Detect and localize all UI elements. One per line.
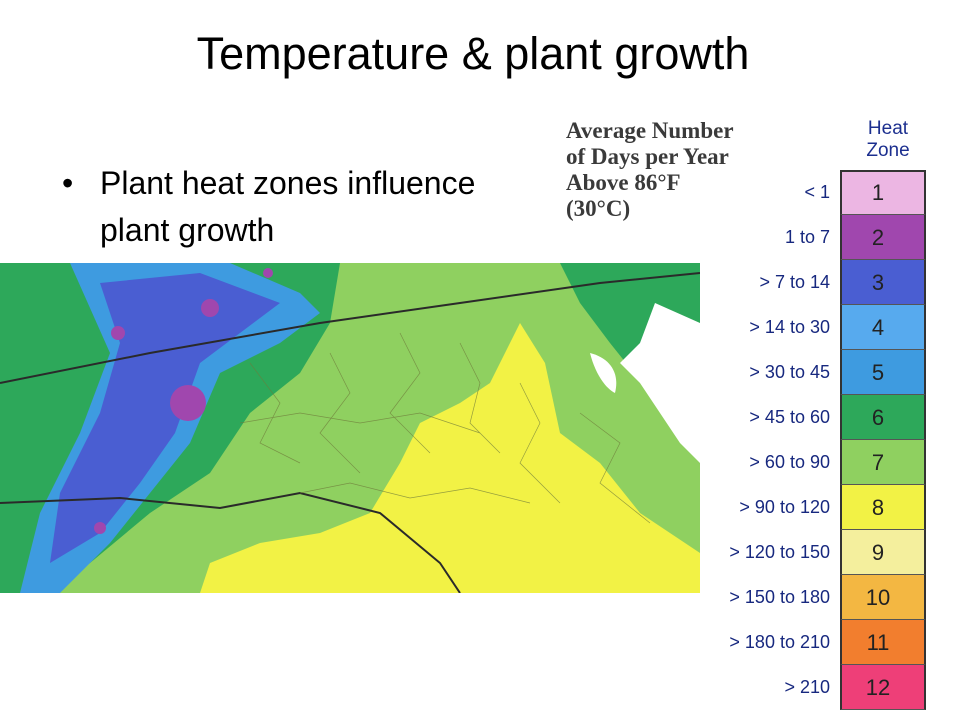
map-zone8-area	[200, 323, 700, 593]
legend-swatch	[840, 350, 926, 395]
legend-swatch	[840, 620, 926, 665]
legend-range: 1 to 7	[784, 227, 830, 247]
state-border-line	[0, 272, 700, 384]
county-lines	[239, 332, 651, 524]
map-zone3-area	[50, 273, 280, 563]
legend-range: > 14 to 30	[749, 317, 830, 337]
legend-row: > 180 to 210 11	[690, 620, 940, 665]
legend-range: < 1	[804, 182, 830, 202]
bullet-item: • Plant heat zones influence plant growt…	[62, 160, 532, 254]
legend-row: > 150 to 180 10	[690, 575, 940, 620]
legend-row: > 30 to 45 5	[690, 350, 940, 395]
legend-swatch	[840, 440, 926, 485]
legend-swatch	[840, 665, 926, 710]
legend-zone-number: 5	[871, 360, 885, 385]
legend-row: > 90 to 120 8	[690, 485, 940, 530]
legend-row: 1 to 7 2	[690, 215, 940, 260]
legend-range: > 7 to 14	[759, 272, 830, 292]
legend-swatch	[840, 260, 926, 305]
legend-row: < 1 1	[690, 170, 940, 215]
legend-zone-number: 12	[865, 675, 891, 700]
bullet-list: • Plant heat zones influence plant growt…	[62, 160, 532, 254]
bullet-text: Plant heat zones influence plant growth	[100, 165, 476, 248]
legend-range: > 150 to 180	[729, 587, 830, 607]
map-zone2-spot	[263, 268, 273, 278]
legend-swatch	[840, 530, 926, 575]
legend-zone-number: 3	[871, 270, 885, 295]
heat-zone-map	[0, 263, 700, 593]
legend-zone-number: 6	[871, 405, 885, 430]
map-zone2-spot	[94, 522, 106, 534]
legend-zone-number: 10	[865, 585, 891, 610]
bullet-dot: •	[62, 165, 74, 201]
legend-swatch	[840, 575, 926, 620]
legend-range: > 30 to 45	[749, 362, 830, 382]
legend-range: > 90 to 120	[739, 497, 830, 517]
zone-column-heading: Heat Zone	[866, 118, 910, 161]
legend-row: > 14 to 30 4	[690, 305, 940, 350]
legend-swatch	[840, 305, 926, 350]
map-water-area	[620, 303, 700, 463]
legend-swatch	[840, 215, 926, 260]
legend-swatch	[840, 395, 926, 440]
map-zone2-spot	[201, 299, 219, 317]
legend-range: > 60 to 90	[749, 452, 830, 472]
legend-zone-number: 9	[871, 540, 885, 565]
legend-row: > 120 to 150 9	[690, 530, 940, 575]
legend-range: > 120 to 150	[729, 542, 830, 562]
legend-row: > 45 to 60 6	[690, 395, 940, 440]
legend-zone-number: 2	[871, 225, 885, 250]
nc-map-image	[0, 263, 700, 593]
map-zone2-spot	[111, 326, 125, 340]
legend-zone-number: 8	[871, 495, 885, 520]
legend-row: > 210 12	[690, 665, 940, 710]
legend-range: > 210	[784, 677, 830, 697]
legend-zone-number: 11	[866, 630, 890, 655]
legend-row: > 60 to 90 7	[690, 440, 940, 485]
legend-swatch	[840, 170, 926, 215]
legend-row: > 7 to 14 3	[690, 260, 940, 305]
legend-zone-number: 1	[871, 180, 885, 205]
legend-heading: Average Number of Days per Year Above 86…	[566, 118, 734, 221]
map-zone2-spot	[170, 385, 206, 421]
legend-range: > 45 to 60	[749, 407, 830, 427]
map-water-area	[590, 353, 617, 393]
slide-title: Temperature & plant growth	[196, 28, 750, 79]
legend-range: > 180 to 210	[729, 632, 830, 652]
legend-swatch	[840, 485, 926, 530]
legend-zone-number: 4	[871, 315, 885, 340]
legend-zone-number: 7	[871, 450, 885, 475]
